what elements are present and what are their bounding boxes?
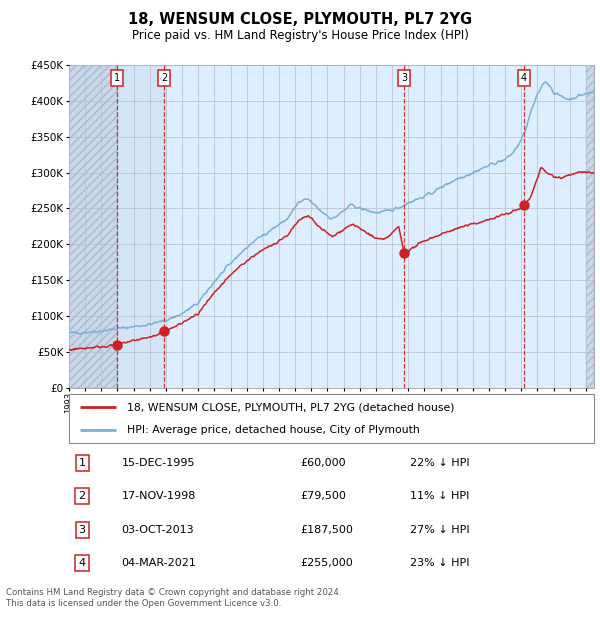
Text: This data is licensed under the Open Government Licence v3.0.: This data is licensed under the Open Gov… [6, 600, 281, 608]
Text: 3: 3 [79, 525, 86, 534]
Text: 2: 2 [161, 73, 167, 83]
Text: 18, WENSUM CLOSE, PLYMOUTH, PL7 2YG (detached house): 18, WENSUM CLOSE, PLYMOUTH, PL7 2YG (det… [127, 402, 454, 412]
Text: 15-DEC-1995: 15-DEC-1995 [121, 458, 195, 468]
FancyBboxPatch shape [69, 394, 594, 443]
Text: 18, WENSUM CLOSE, PLYMOUTH, PL7 2YG: 18, WENSUM CLOSE, PLYMOUTH, PL7 2YG [128, 12, 472, 27]
Bar [586, 65, 594, 388]
Text: 04-MAR-2021: 04-MAR-2021 [121, 558, 196, 568]
Text: 17-NOV-1998: 17-NOV-1998 [121, 492, 196, 502]
Text: 4: 4 [521, 73, 527, 83]
Bar [69, 65, 117, 388]
Text: £255,000: £255,000 [300, 558, 353, 568]
Text: £79,500: £79,500 [300, 492, 346, 502]
Text: 11% ↓ HPI: 11% ↓ HPI [410, 492, 470, 502]
Text: 1: 1 [79, 458, 86, 468]
Text: £60,000: £60,000 [300, 458, 346, 468]
Text: Contains HM Land Registry data © Crown copyright and database right 2024.: Contains HM Land Registry data © Crown c… [6, 588, 341, 597]
Text: 1: 1 [114, 73, 120, 83]
Text: 4: 4 [79, 558, 86, 568]
Bar [586, 65, 594, 388]
Text: 3: 3 [401, 73, 407, 83]
Text: 03-OCT-2013: 03-OCT-2013 [121, 525, 194, 534]
Text: 22% ↓ HPI: 22% ↓ HPI [410, 458, 470, 468]
Text: £187,500: £187,500 [300, 525, 353, 534]
Text: 2: 2 [79, 492, 86, 502]
Text: 23% ↓ HPI: 23% ↓ HPI [410, 558, 470, 568]
Text: HPI: Average price, detached house, City of Plymouth: HPI: Average price, detached house, City… [127, 425, 419, 435]
Text: 27% ↓ HPI: 27% ↓ HPI [410, 525, 470, 534]
Bar [69, 65, 117, 388]
Bar [117, 65, 164, 388]
Text: Price paid vs. HM Land Registry's House Price Index (HPI): Price paid vs. HM Land Registry's House … [131, 30, 469, 42]
